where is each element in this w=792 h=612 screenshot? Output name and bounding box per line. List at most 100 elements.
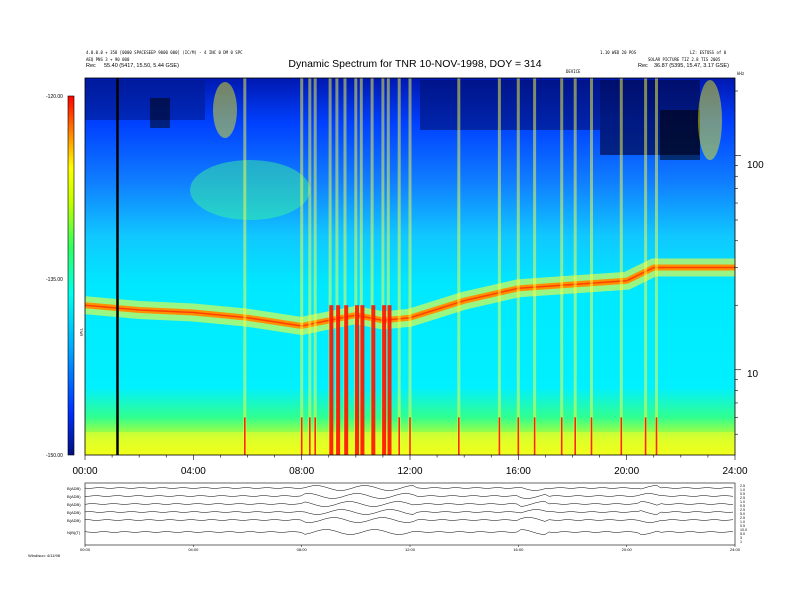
lower-footer: Wind/sun: 4/11/98 <box>28 553 61 558</box>
header-left-rec-label: Rec <box>86 63 96 69</box>
burst-mark <box>355 305 359 455</box>
dark-patch <box>660 110 700 160</box>
x-tick-label: 00:00 <box>72 466 97 477</box>
lower-x-tick-label: 12:00 <box>405 547 416 552</box>
lower-scale-label: 0.5 <box>740 504 745 508</box>
lower-channel-label: B(ADB) <box>67 494 81 499</box>
colorbar-tick-bottom: -150.00 <box>46 453 63 459</box>
lower-scale-label: 2.5 <box>740 516 745 520</box>
lower-channel-label: B(ADB) <box>67 510 81 515</box>
lower-scale-label: 2.5 <box>740 496 745 500</box>
lower-scale-label: 10.0 <box>740 528 747 532</box>
burst-mark <box>590 417 593 455</box>
burst-halo <box>243 78 247 455</box>
dark-patch <box>420 80 600 130</box>
lower-scale-label: 0.5 <box>740 524 745 528</box>
lower-scale-label: 1.0 <box>740 500 745 504</box>
lower-trace <box>84 501 734 507</box>
lower-scale-label: 2.5 <box>740 508 745 512</box>
colorbar <box>67 95 75 456</box>
burst-mark <box>574 417 576 455</box>
burst-mark <box>371 305 376 455</box>
dark-patch <box>150 98 170 128</box>
x-tick-label: 24:00 <box>722 466 747 477</box>
burst-mark <box>360 305 365 455</box>
burst-halo <box>408 78 412 455</box>
lower-trace <box>84 517 734 523</box>
header-right-line3: SOLAR PICTURE TIZ 2.8 TIS 2005 <box>648 57 721 62</box>
lower-scale-label: 5.0 <box>740 512 745 516</box>
burst-halo <box>381 78 385 455</box>
lower-x-tick-label: 00:00 <box>80 547 91 552</box>
burst-mark <box>387 305 392 455</box>
x-tick-label: 20:00 <box>614 466 639 477</box>
lower-x-tick-label: 16:00 <box>513 547 524 552</box>
burst-halo <box>354 78 358 455</box>
right-frequency-axis <box>735 90 741 435</box>
lower-x-tick-label: 20:00 <box>622 547 633 552</box>
burst-halo <box>560 78 564 455</box>
lower-scale-label: 1 <box>740 540 742 544</box>
right-tick-label-100: 100 <box>747 160 764 171</box>
colorbar-tick-top: -120.00 <box>46 94 63 100</box>
lower-scale-label: 2.5 <box>740 484 745 488</box>
burst-halo <box>497 78 501 455</box>
burst-halo <box>359 78 363 455</box>
chart-title: Dynamic Spectrum for TNR 10-NOV-1998, DO… <box>288 58 542 70</box>
x-tick-label: 04:00 <box>181 466 206 477</box>
burst-halo <box>516 78 520 455</box>
lower-trace <box>84 493 734 499</box>
heatmap-area <box>85 78 735 455</box>
lower-scale-label: 0.5 <box>740 492 745 496</box>
burst-halo <box>619 78 623 455</box>
header-right-line2: LZ: ESTOSS of 0 <box>690 50 727 55</box>
burst-mark <box>533 417 536 455</box>
dark-patch <box>85 80 205 120</box>
burst-mark <box>398 417 400 455</box>
burst-mark <box>300 417 303 455</box>
lower-channel-label: B(ADB) <box>67 486 81 491</box>
lower-trace <box>84 509 734 515</box>
burst-mark <box>560 417 563 455</box>
burst-mark <box>655 417 658 455</box>
header-left-line1: 4.0.0.0 + 358 [0000 SPACESEEP 9000 000] … <box>86 50 243 55</box>
burst-halo <box>370 78 374 455</box>
emission-feature <box>213 82 237 138</box>
lower-trace <box>84 529 734 535</box>
lower-x-tick-label: 24:00 <box>730 547 741 552</box>
lower-channel-label: N(B)(T) <box>67 530 81 535</box>
lower-x-tick-label: 08:00 <box>297 547 308 552</box>
header-left-rec-value: 55.40 (5417, 15.50, 5.44 GSE) <box>104 63 179 69</box>
burst-halo <box>533 78 537 455</box>
lower-channel-label: B(ADB) <box>67 518 81 523</box>
x-tick-label: 16:00 <box>506 466 531 477</box>
x-tick-label: 12:00 <box>397 466 422 477</box>
lower-panel: B(ADB) B(ADB) B(ADB) B(ADB) B(ADB) N(B)(T) 2.5… <box>28 482 747 558</box>
burst-halo <box>397 78 401 455</box>
header-right-line1: 1.10 WED 20 POS <box>600 50 637 55</box>
x-tick-label: 08:00 <box>289 466 314 477</box>
lower-trace <box>84 485 734 491</box>
emission-feature <box>190 160 310 220</box>
lower-x-tick-label: 04:00 <box>188 547 199 552</box>
right-tick-label-10: 10 <box>747 369 759 380</box>
burst-mark <box>498 417 501 455</box>
burst-halo <box>300 78 304 455</box>
burst-halo <box>386 78 390 455</box>
burst-halo <box>328 78 332 455</box>
burst-halo <box>573 78 577 455</box>
header-left-line2: AEQ PNS 3 + 90 000 <box>86 57 130 62</box>
header-right-rec-value: 36.87 (5395, 15.47, 3.17 GSE) <box>654 63 729 69</box>
burst-halo <box>644 78 648 455</box>
burst-halo <box>343 78 347 455</box>
burst-halo <box>313 78 317 455</box>
burst-halo <box>335 78 339 455</box>
emission-feature <box>698 80 722 160</box>
colorbar-tick-mid: -135.00 <box>46 277 63 283</box>
time-axis: 00:00 04:00 08:00 12:00 16:00 20:00 24:00 <box>72 455 748 477</box>
burst-mark <box>309 417 311 455</box>
header-center-small: DEVICE <box>566 69 581 74</box>
burst-mark <box>329 305 334 455</box>
burst-halo <box>457 78 461 455</box>
